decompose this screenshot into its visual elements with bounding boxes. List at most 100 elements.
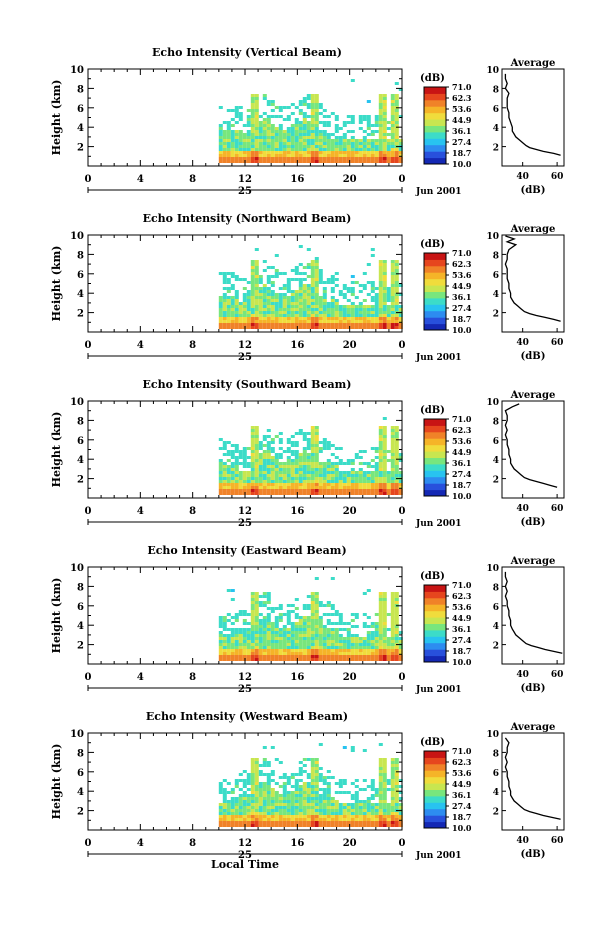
- colorbar-swatch: [424, 457, 446, 465]
- heatmap-cell: [354, 474, 359, 477]
- heatmap-cell: [374, 821, 379, 824]
- heatmap-cell: [398, 314, 403, 317]
- heatmap-cell: [254, 634, 259, 637]
- heatmap-cell: [298, 637, 303, 640]
- heatmap-cell: [222, 474, 227, 477]
- heatmap-cell: [398, 480, 403, 483]
- heatmap-cell: [394, 791, 399, 794]
- heatmap-cell: [346, 459, 351, 462]
- heatmap-cell: [270, 468, 275, 471]
- heatmap-cell: [398, 640, 403, 643]
- heatmap-cell: [306, 275, 311, 278]
- heatmap-cell: [374, 806, 379, 809]
- heatmap-cell: [290, 785, 295, 788]
- heatmap-cell: [222, 640, 227, 643]
- heatmap-cell: [390, 115, 395, 118]
- heatmap-cell: [338, 818, 343, 821]
- heatmap-cell: [334, 610, 339, 613]
- heatmap-cell: [366, 643, 371, 646]
- heatmap-cell: [270, 652, 275, 655]
- heatmap-cell: [234, 145, 239, 148]
- heatmap-cell: [218, 806, 223, 809]
- heatmap-cell: [294, 160, 299, 163]
- heatmap-cell: [218, 824, 223, 827]
- heatmap-cell: [338, 652, 343, 655]
- colorbar-frame: [423, 584, 447, 663]
- colorbar-swatch: [424, 310, 446, 318]
- heatmap-cell: [282, 652, 287, 655]
- heatmap-cell: [358, 474, 363, 477]
- heatmap-cell: [290, 794, 295, 797]
- heatmap-cell: [254, 97, 259, 100]
- heatmap-cell: [310, 290, 315, 293]
- heatmap-cell: [290, 821, 295, 824]
- heatmap-cell: [354, 806, 359, 809]
- heatmap-cell: [286, 296, 291, 299]
- heatmap-cell: [326, 655, 331, 658]
- heatmap-cell: [234, 655, 239, 658]
- heatmap-cell: [394, 465, 399, 468]
- heatmap-cell: [314, 649, 319, 652]
- heatmap-cell: [322, 438, 327, 441]
- heatmap-cell: [250, 136, 255, 139]
- heatmap-cell: [270, 151, 275, 154]
- heatmap-cell: [390, 785, 395, 788]
- heatmap-cell: [366, 655, 371, 658]
- day-label: 25: [238, 352, 252, 363]
- heatmap-cell: [394, 326, 399, 329]
- heatmap-cell: [254, 441, 259, 444]
- heatmap-cell: [306, 317, 311, 320]
- heatmap-cell: [258, 447, 263, 450]
- heatmap-cell: [302, 293, 307, 296]
- heatmap-cell: [266, 275, 271, 278]
- heatmap-cell: [298, 302, 303, 305]
- heatmap-cell: [322, 779, 327, 782]
- heatmap-cell: [394, 432, 399, 435]
- heatmap-cell: [374, 160, 379, 163]
- heatmap-cell: [286, 637, 291, 640]
- heatmap-cell: [262, 658, 267, 661]
- heatmap-cell: [254, 260, 259, 263]
- heatmap-cell: [270, 649, 275, 652]
- heatmap-cell: [390, 145, 395, 148]
- heatmap-cell: [338, 145, 343, 148]
- heatmap-cell: [330, 320, 335, 323]
- heatmap-cell: [218, 631, 223, 634]
- heatmap-cell: [306, 628, 311, 631]
- colorbar-tick-label: 71.0: [452, 248, 472, 258]
- heatmap-cell: [246, 326, 251, 329]
- heatmap-cell: [262, 803, 267, 806]
- heatmap-cell: [350, 619, 355, 622]
- heatmap-cell: [374, 815, 379, 818]
- heatmap-cell: [310, 456, 315, 459]
- heatmap-cell: [294, 139, 299, 142]
- colorbar-tick-label: 10.0: [452, 159, 472, 169]
- heatmap-cell: [366, 492, 371, 495]
- heatmap-cell: [242, 480, 247, 483]
- heatmap-cell: [266, 154, 271, 157]
- heatmap-cell: [350, 136, 355, 139]
- heatmap-cell: [270, 157, 275, 160]
- heatmap-cell: [234, 154, 239, 157]
- heatmap-cell: [278, 809, 283, 812]
- heatmap-cell: [234, 142, 239, 145]
- heatmap-cell: [394, 429, 399, 432]
- heatmap-cell: [362, 824, 367, 827]
- heatmap-cell: [222, 800, 227, 803]
- heatmap-cell: [222, 281, 227, 284]
- heatmap-cell: [338, 619, 343, 622]
- heatmap-cell: [350, 462, 355, 465]
- profile-y-tick-label: 10: [486, 564, 499, 574]
- heatmap-cell: [238, 112, 243, 115]
- heatmap-cell: [250, 290, 255, 293]
- heatmap-cell: [346, 806, 351, 809]
- heatmap-cell: [290, 157, 295, 160]
- heatmap-cell: [298, 284, 303, 287]
- heatmap-cell: [338, 154, 343, 157]
- colorbar-tick-label: 36.1: [452, 790, 471, 800]
- heatmap-cell: [394, 308, 399, 311]
- profile-x-label: (dB): [521, 185, 546, 196]
- heatmap-cell: [298, 157, 303, 160]
- heatmap-cell: [222, 818, 227, 821]
- heatmap-cell: [330, 278, 335, 281]
